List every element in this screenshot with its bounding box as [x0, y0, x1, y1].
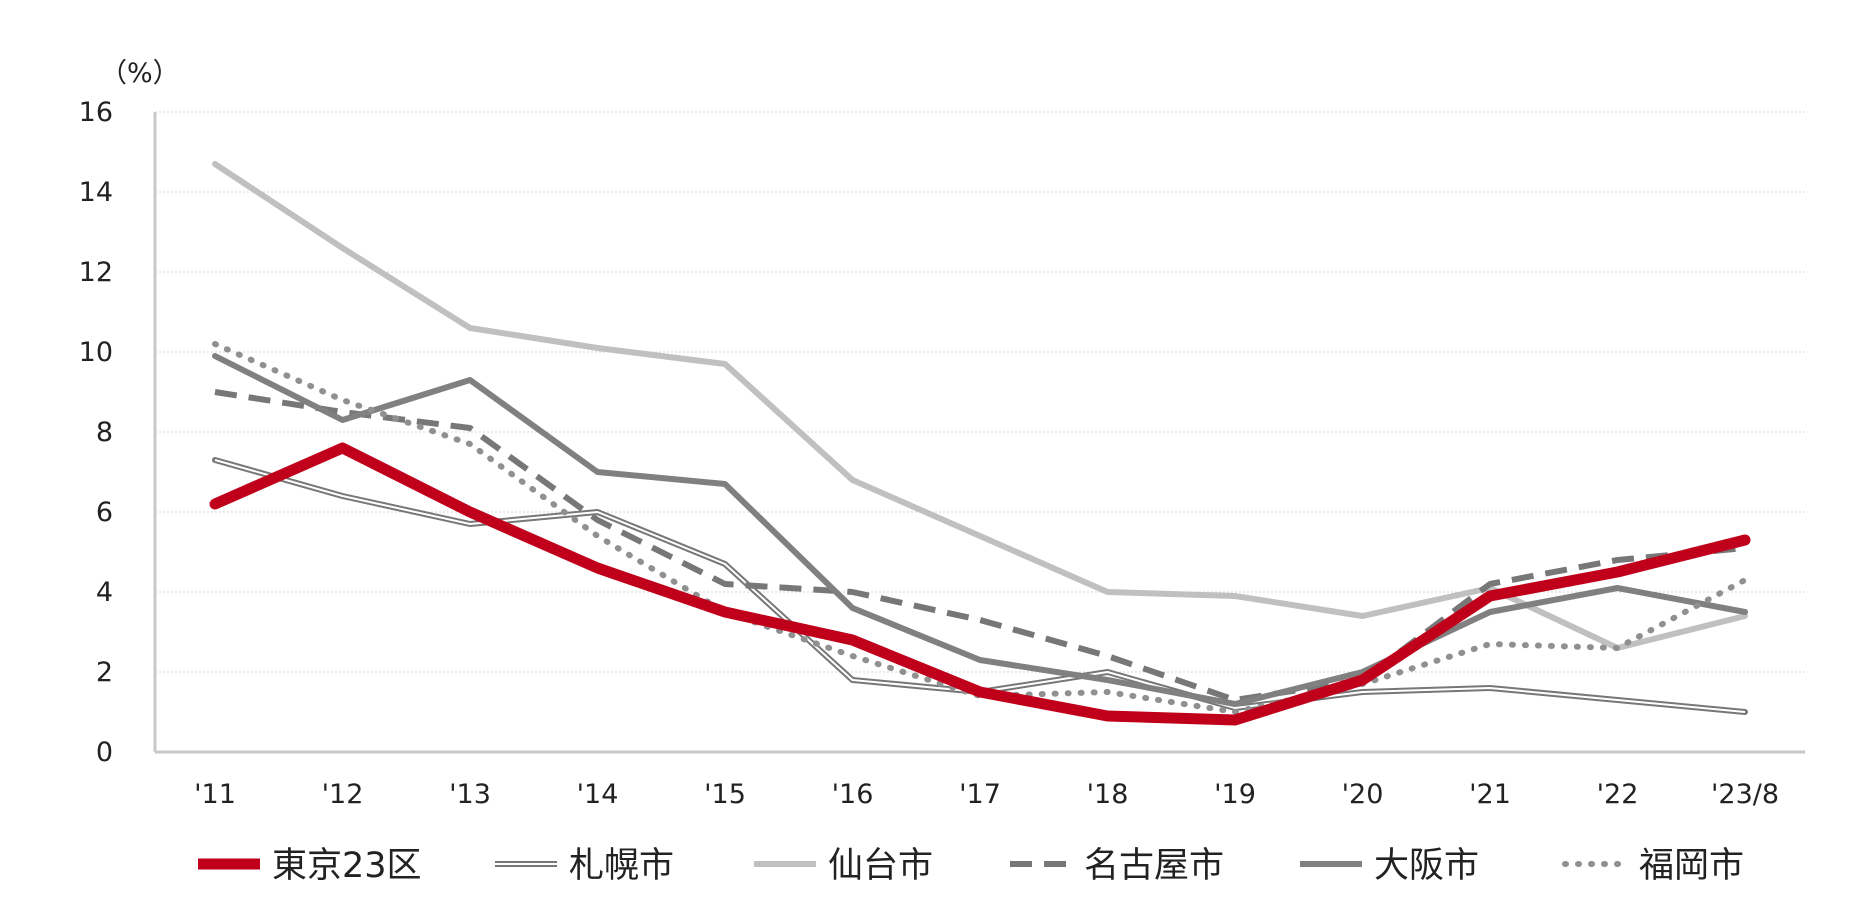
x-tick-label: '17 [959, 779, 1001, 810]
legend-item: 東京23区 [198, 846, 422, 886]
legend-item: 福岡市 [1562, 846, 1744, 886]
x-tick-label: '16 [832, 779, 874, 810]
series-line [212, 161, 1748, 651]
x-axis-ticks: '11 '12 '13 '14 '15 '16 '17 '18 '19 '20 '21 '22 '23/… [194, 779, 1779, 810]
series-大阪市 [212, 353, 1748, 707]
y-axis-ticks: 0 2 4 6 8 10 12 14 16 [79, 97, 113, 768]
x-tick-label: '22 [1597, 779, 1639, 810]
legend: 東京23区 札幌市 仙台市 名古屋市 大阪市 福岡市 [198, 846, 1744, 886]
legend-label: 大阪市 [1374, 846, 1479, 886]
y-tick-label: 10 [79, 337, 113, 368]
series-lines [209, 161, 1751, 726]
legend-label: 名古屋市 [1084, 846, 1224, 886]
series-line [212, 353, 1748, 707]
legend-item: 名古屋市 [1010, 846, 1224, 886]
x-tick-label: '14 [577, 779, 619, 810]
legend-item: 仙台市 [754, 846, 933, 886]
x-tick-label: '19 [1214, 779, 1256, 810]
y-tick-label: 4 [96, 577, 113, 608]
y-tick-label: 8 [96, 417, 113, 448]
y-unit-label: （%） [100, 58, 180, 89]
legend-label: 福岡市 [1639, 846, 1744, 886]
legend-label: 札幌市 [569, 846, 674, 886]
series-line [214, 389, 1746, 703]
series-仙台市 [212, 161, 1748, 651]
x-tick-label: '18 [1087, 779, 1129, 810]
y-tick-label: 14 [79, 177, 113, 208]
legend-item: 大阪市 [1300, 846, 1479, 886]
x-tick-label: '21 [1469, 779, 1511, 810]
series-東京23区 [209, 442, 1751, 726]
y-tick-label: 2 [96, 657, 113, 688]
legend-label: 仙台市 [828, 846, 933, 886]
series-名古屋市 [214, 389, 1746, 703]
gridlines [155, 111, 1805, 673]
y-tick-label: 0 [96, 737, 113, 768]
legend-label: 東京23区 [272, 846, 422, 886]
y-tick-label: 16 [79, 97, 113, 128]
legend-item: 札幌市 [495, 846, 674, 886]
x-tick-label: '13 [449, 779, 491, 810]
x-tick-label: '11 [194, 779, 236, 810]
y-tick-label: 12 [79, 257, 113, 288]
x-tick-label: '12 [322, 779, 364, 810]
x-tick-label: '15 [704, 779, 746, 810]
series-line [209, 442, 1751, 726]
x-tick-label: '23/8 [1711, 779, 1779, 810]
x-tick-label: '20 [1342, 779, 1384, 810]
y-tick-label: 6 [96, 497, 113, 528]
axes [153, 112, 1805, 754]
